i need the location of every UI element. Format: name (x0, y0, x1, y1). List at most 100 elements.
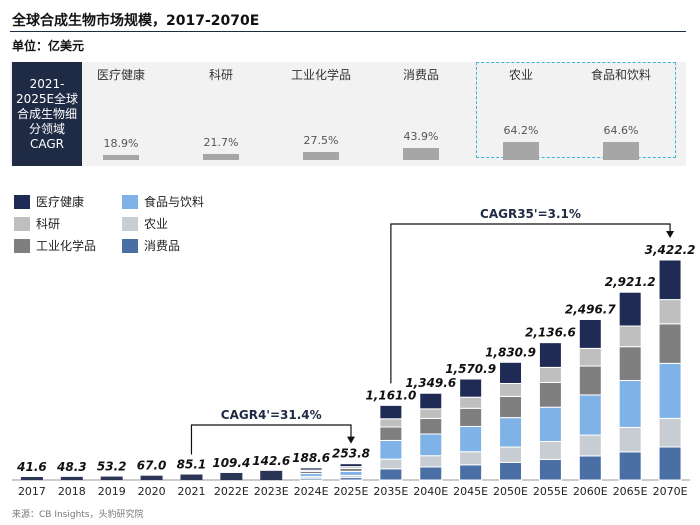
cagr-arrowhead (347, 436, 355, 444)
bar-segment (459, 425, 483, 453)
legend-swatch (122, 194, 138, 209)
cagr-bracket (190, 424, 352, 455)
bar-segment (538, 458, 562, 481)
cagr-bracket (390, 223, 671, 384)
cagr-segment-value: 18.9% (103, 136, 139, 150)
cagr-segment-name: 消费品 (402, 68, 439, 82)
cagr-segment-name: 食品和饮料 (590, 68, 651, 82)
bar-segment (578, 347, 602, 367)
cagr-segment-bar (103, 154, 139, 160)
data-label: 1,161.0 (365, 388, 416, 402)
cagr-segment-bar (403, 147, 439, 160)
cagr-segment-name: 科研 (208, 68, 233, 82)
bar-segment (379, 468, 403, 481)
x-tick-label: 2060E (573, 485, 608, 498)
data-label: 48.3 (56, 460, 87, 474)
legend-swatch (14, 216, 30, 231)
x-tick-label: 2040E (413, 485, 448, 498)
data-label: 142.6 (252, 454, 290, 468)
bar-segment (379, 426, 403, 441)
bar-segment (618, 291, 642, 327)
bar-segment (419, 417, 443, 435)
data-label: 41.6 (16, 460, 47, 474)
legend-label: 工业化学品 (36, 239, 97, 253)
bar-segment (419, 455, 443, 468)
data-label: 1,349.6 (405, 376, 456, 390)
bar-segment (658, 362, 682, 419)
bar-segment (499, 395, 523, 419)
data-label: 3,422.2 (645, 243, 696, 257)
legend-swatch (122, 216, 138, 231)
data-label: 188.6 (292, 451, 330, 465)
data-label: 53.2 (97, 460, 127, 474)
cagr-panel-label: 2021-2025E全球合成生物细分领域CAGR (12, 62, 82, 166)
bar-segment (459, 378, 483, 398)
bar-segment (100, 476, 123, 480)
data-label: 1,570.9 (445, 362, 496, 376)
legend-label: 农业 (144, 217, 169, 231)
bar-segment (578, 455, 602, 481)
x-tick-label: 2035E (373, 485, 408, 498)
bar-segment (499, 461, 523, 481)
bar-segment (339, 463, 363, 468)
x-tick-label: 2021 (177, 485, 205, 498)
bar-segment (419, 408, 443, 419)
cagr-panel-background (10, 62, 686, 166)
cagr-segment-value: 64.2% (503, 124, 539, 138)
legend-label: 医疗健康 (36, 195, 85, 209)
data-label: 85.1 (177, 458, 207, 472)
bar-segment (379, 418, 403, 428)
bar-segment (379, 439, 403, 460)
cagr-segment-bar (503, 142, 539, 160)
legend-item: 农业 (122, 215, 168, 232)
bar-segment (419, 392, 443, 410)
cagr-segment-name: 医疗健康 (96, 68, 145, 82)
data-label: 2,136.6 (525, 326, 576, 340)
legend-item: 消费品 (122, 237, 180, 254)
cagr-arrowhead (666, 231, 675, 238)
bar-segment (499, 446, 523, 463)
data-label: 1,830.9 (485, 345, 536, 359)
bar-segment (658, 323, 682, 364)
legend: 医疗健康 食品与饮料科研 农业工业化学品 消费品 (14, 193, 244, 261)
cagr-segment-name: 工业化学品 (290, 68, 351, 82)
cagr-segment-value: 43.9% (403, 129, 439, 143)
legend-label: 科研 (36, 217, 61, 231)
legend-label: 食品与饮料 (144, 195, 205, 209)
data-label: 253.8 (332, 447, 370, 461)
source-note: 来源：CB Insights，头豹研究院 (12, 510, 144, 520)
x-tick-label: 2070E (653, 485, 688, 498)
bar-segment (538, 366, 562, 383)
legend-item: 工业化学品 (14, 237, 96, 254)
bar-segment (260, 470, 283, 480)
bar-segment (379, 404, 403, 420)
bar-segment (379, 458, 403, 470)
bar-segment (658, 259, 682, 301)
bar-segment (618, 325, 642, 348)
x-tick-label: 2065E (613, 485, 648, 498)
cagr-annotation: CAGR4'=31.4% (221, 408, 322, 422)
title-divider (10, 31, 686, 32)
page-title: 全球合成生物市场规模，2017-2070E (12, 13, 260, 29)
bar-segment (578, 318, 602, 349)
cagr-segment-bar (203, 153, 239, 160)
legend-swatch (14, 194, 30, 209)
bar-segment (459, 407, 483, 427)
x-tick-label: 2025E (334, 485, 369, 498)
bar-segment (459, 396, 483, 409)
bar-segment (499, 382, 523, 397)
bar-segment (140, 475, 163, 480)
bar-segment (419, 466, 443, 481)
bar-segment (299, 467, 323, 471)
bar-segment (538, 406, 562, 443)
x-tick-label: 2019 (98, 485, 126, 498)
bar-segment (180, 474, 203, 480)
bar-segment (618, 346, 642, 381)
bar-segment (538, 381, 562, 408)
bar-segment (658, 446, 682, 481)
x-tick-label: 2023E (254, 485, 289, 498)
data-label: 109.4 (212, 456, 250, 470)
data-label: 2,496.7 (565, 302, 617, 316)
x-tick-label: 2017 (18, 485, 46, 498)
